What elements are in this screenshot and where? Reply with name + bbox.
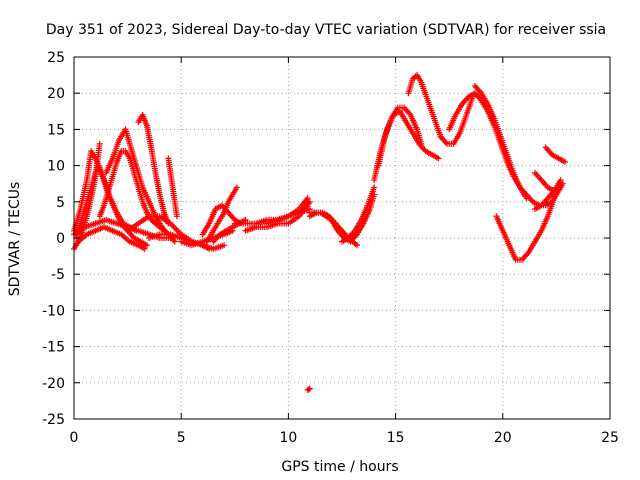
series-arc-8	[71, 216, 174, 241]
data-point	[371, 184, 378, 191]
series-arc-5	[103, 126, 178, 245]
data-point	[418, 140, 425, 147]
series-arc-14	[199, 202, 245, 238]
x-tick-label: 0	[70, 430, 79, 446]
series-arc-22	[371, 108, 442, 184]
series-arc-21	[339, 184, 378, 245]
series-arc-23	[375, 104, 425, 169]
data-point	[306, 385, 313, 392]
series-arc-24	[405, 72, 476, 147]
series-outlier	[304, 385, 313, 394]
data-point	[233, 184, 240, 191]
y-tick-label: 0	[56, 231, 65, 247]
series-arc-30	[531, 177, 564, 213]
series-arc-26	[471, 82, 530, 202]
data-point	[561, 158, 568, 165]
data-point	[173, 213, 180, 220]
data-point	[435, 155, 442, 162]
y-tick-label: 15	[47, 122, 65, 138]
series-arc-29	[542, 144, 568, 165]
series-arc-18	[263, 195, 311, 227]
y-tick-label: 5	[56, 195, 65, 211]
data-point	[305, 386, 312, 393]
series-arc-9	[75, 224, 148, 252]
series-arc-20	[306, 191, 378, 245]
y-tick-label: 25	[47, 50, 65, 66]
x-axis-label: GPS time / hours	[281, 459, 398, 475]
series-arc-13	[203, 184, 240, 245]
y-tick-label: -15	[42, 340, 65, 356]
y-tick-label: -25	[42, 412, 65, 428]
data-point	[523, 195, 530, 202]
y-tick-label: -5	[51, 267, 65, 283]
x-tick-label: 25	[601, 430, 619, 446]
data-point	[141, 245, 148, 252]
y-tick-label: 10	[47, 159, 65, 175]
chart-title: Day 351 of 2023, Sidereal Day-to-day VTE…	[46, 22, 606, 38]
x-tick-label: 15	[387, 430, 405, 446]
y-axis-label: SDTVAR / TECUs	[7, 182, 23, 297]
data-point	[557, 177, 564, 184]
data-point	[304, 195, 311, 202]
data-point	[354, 242, 361, 249]
data-point	[96, 140, 103, 147]
data-point	[221, 242, 228, 249]
x-tick-label: 20	[494, 430, 512, 446]
x-tick-label: 5	[177, 430, 186, 446]
data-point	[206, 245, 213, 252]
axis-ticks: 0 5 10 15 20 25 -25 -20 -15 -10 -5 0 5 10 15 20 25	[42, 50, 619, 446]
series-arc-7	[165, 155, 180, 220]
y-tick-label: -20	[42, 376, 65, 392]
x-tick-label: 10	[279, 430, 297, 446]
y-tick-label: 20	[47, 86, 65, 102]
data-points	[71, 72, 568, 394]
data-point	[143, 242, 150, 249]
data-point	[171, 238, 178, 245]
series-arc-27	[493, 184, 562, 263]
y-tick-label: -10	[42, 303, 65, 319]
